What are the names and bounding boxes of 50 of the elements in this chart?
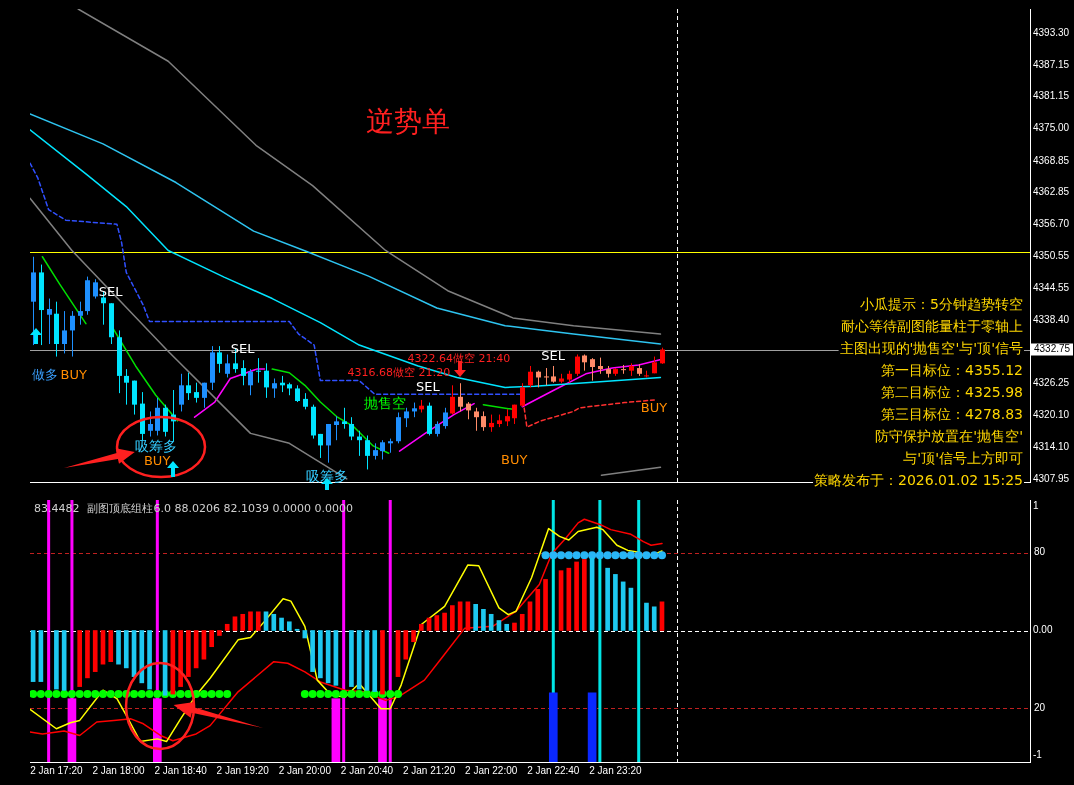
x-tick-label: 2 Jan 23:20 [589,764,642,776]
annotation: BUY [640,400,668,416]
y-tick-label: 4320.10 [1033,409,1070,421]
y-tick-label: 4338.40 [1033,313,1070,325]
ref-line-label: 4332.75 [1034,343,1071,355]
y-tick-label: 4344.55 [1033,281,1070,293]
annotation: BUY [143,453,171,469]
annotation: 第一目标位：4355.12 [881,361,1023,378]
x-tick-label: 2 Jan 17:20 [30,764,83,776]
x-tick-label: 2 Jan 19:20 [216,764,270,776]
annotation: BUY [60,367,87,383]
y-tick-label: 4375.00 [1033,122,1070,134]
x-tick-label: 2 Jan 18:00 [92,764,146,776]
annotation: 耐心等待副图能量柱于零轴上 [841,317,1023,334]
x-tick-label: 2 Jan 18:40 [154,764,208,776]
annotation: SEL [541,348,566,364]
y-tick-label: 0.00 [1033,624,1053,636]
y-tick-label: 4368.85 [1033,154,1070,166]
annotation: 做多 [31,367,58,383]
annotation: 吸筹多 [135,437,178,454]
y-tick-label: 4362.85 [1033,185,1070,197]
y-tick-label: 4381.15 [1033,90,1070,102]
y-tick-label: 4314.10 [1033,440,1070,452]
y-tick-label: 4387.15 [1033,58,1070,70]
annotation: 策略发布于：2026.01.02 15:25 [814,471,1023,488]
y-tick-label: -1 [1033,748,1043,760]
annotation: 主图出现的'抛售空'与'顶'信号 [839,339,1023,356]
text: 逆势单 [366,105,451,139]
annotation: BUY [501,452,528,468]
x-tick-label: 2 Jan 22:00 [465,764,518,776]
annotation: 第二目标位：4325.98 [881,383,1023,400]
y-tick-label: 4350.55 [1033,250,1070,262]
x-tick-label: 2 Jan 20:00 [278,764,332,776]
y-tick-label: 4307.95 [1033,472,1070,484]
annotation: 抛售空 [364,394,407,411]
y2-tick-label: 20 [1034,702,1046,714]
y-tick-label: 4356.70 [1033,218,1070,230]
annotation: 第三目标位：4278.83 [881,405,1023,422]
y-tick-label: 4393.30 [1033,26,1070,38]
annotation: 防守保护放置在'抛售空' [875,427,1023,444]
annotation: SEL [416,379,441,395]
x-tick-label: 2 Jan 21:20 [402,764,456,776]
annotation: 与'顶'信号上方即可 [903,449,1023,466]
x-tick-label: 2 Jan 20:40 [340,764,394,776]
annotation: SEL [98,284,124,300]
x-tick-label: 2 Jan 22:40 [527,764,580,776]
y-tick-label: 4326.25 [1033,377,1070,389]
annotation: 小瓜提示：5分钟趋势转空 [860,295,1023,312]
y-tick-label: 1 [1033,499,1039,511]
y2-tick-label: 80 [1034,546,1046,558]
